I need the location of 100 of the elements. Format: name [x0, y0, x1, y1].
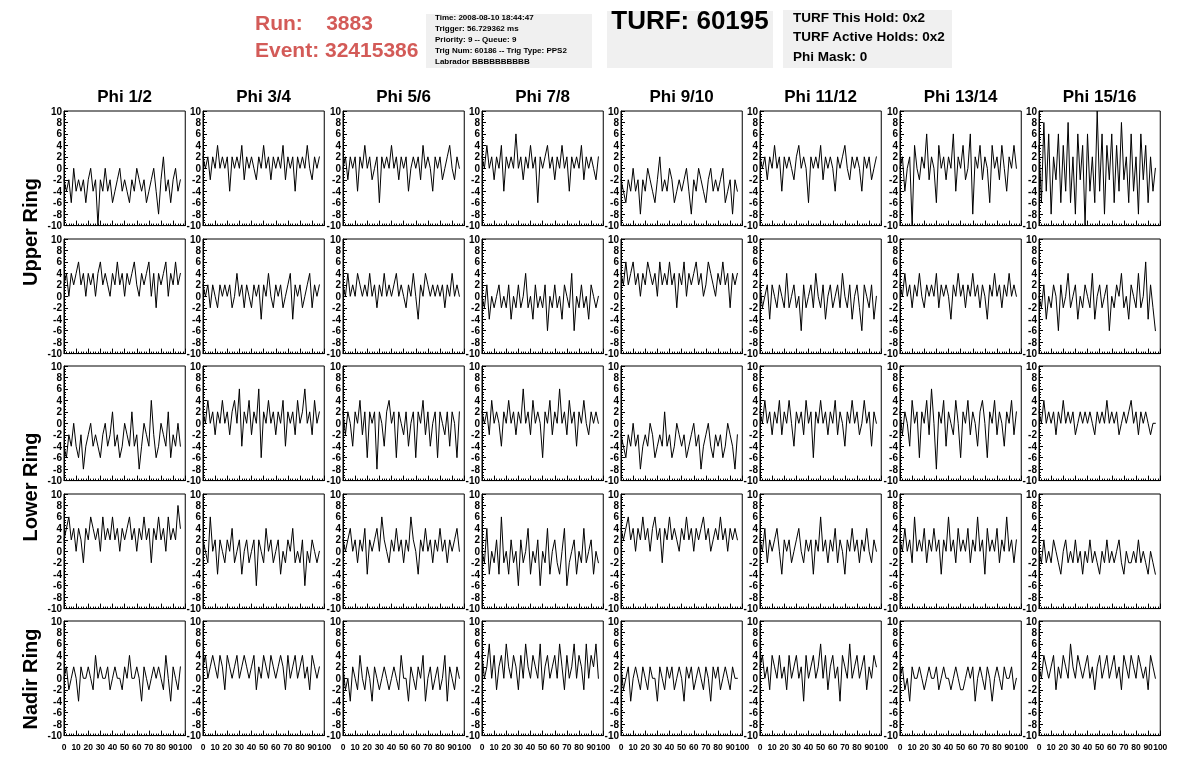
y-tick-label: 2 — [1031, 406, 1038, 418]
y-tick-label: -10 — [186, 475, 202, 487]
y-tick-label: 2 — [752, 534, 759, 546]
y-tick-label: -2 — [331, 684, 341, 696]
y-tick-label: 2 — [334, 151, 341, 163]
y-tick-label: 10 — [190, 488, 202, 500]
y-tick-label: 10 — [50, 615, 63, 627]
x-tick-label: 80 — [1131, 742, 1141, 753]
x-tick-label: 80 — [574, 742, 584, 753]
text: Phi Mask: 0 — [793, 49, 868, 65]
text: Trig Num: 60186 -- Trig Type: PPS2 — [435, 46, 567, 56]
x-tick-label: 80 — [434, 742, 445, 753]
y-tick-label: 8 — [1031, 627, 1038, 639]
y-tick-label: 4 — [334, 522, 341, 534]
y-tick-label: -2 — [749, 301, 759, 313]
y-tick-label: -4 — [610, 568, 620, 580]
y-tick-label: 2 — [195, 151, 202, 163]
y-tick-label: -2 — [749, 557, 759, 569]
x-tick-label: 100 — [178, 742, 193, 753]
x-tick-label: 10 — [210, 742, 221, 753]
y-tick-label: 4 — [195, 267, 202, 279]
y-tick-label: -6 — [888, 197, 898, 209]
y-tick-label: -4 — [749, 696, 759, 708]
y-tick-label: -2 — [888, 174, 898, 186]
y-tick-label: -6 — [331, 197, 341, 209]
x-tick-label: 50 — [537, 742, 548, 753]
y-tick-label: -4 — [53, 185, 63, 197]
y-tick-label: -6 — [331, 579, 341, 591]
y-tick-label: -10 — [743, 602, 759, 614]
y-tick-label: 8 — [474, 627, 481, 639]
y-tick-label: 8 — [891, 116, 898, 128]
y-tick-label: -10 — [465, 220, 481, 232]
y-tick-label: 10 — [1025, 488, 1038, 500]
y-tick-label: 8 — [334, 627, 341, 639]
y-tick-label: 10 — [1025, 615, 1038, 627]
y-tick-label: 6 — [613, 256, 620, 268]
y-tick-label: -6 — [331, 707, 341, 719]
y-tick-label: 0 — [56, 417, 63, 429]
y-tick-label: 4 — [891, 395, 898, 407]
y-tick-label: -8 — [470, 336, 481, 348]
y-tick-label: 8 — [1031, 372, 1038, 384]
text: Trigger: 56.729362 ms — [435, 24, 519, 34]
y-tick-label: 2 — [891, 151, 898, 163]
y-tick-label: 0 — [195, 545, 202, 557]
y-tick-label: 8 — [334, 116, 341, 128]
y-tick-label: 6 — [56, 256, 63, 268]
y-tick-label: -10 — [465, 730, 481, 742]
y-tick-label: 2 — [334, 534, 341, 546]
x-tick-label: 20 — [640, 742, 651, 753]
y-tick-label: -2 — [470, 557, 481, 569]
y-tick-label: 2 — [1031, 278, 1038, 290]
x-tick-label: 50 — [676, 742, 687, 753]
x-tick-label: 30 — [1070, 742, 1081, 753]
y-tick-label: 4 — [474, 395, 481, 407]
y-tick-label: -8 — [1027, 208, 1038, 220]
x-tick-label: 20 — [83, 742, 94, 753]
chart-title: Phi 5/6 — [375, 87, 431, 106]
y-tick-label: 8 — [1031, 244, 1038, 256]
y-tick-label: 4 — [752, 267, 759, 279]
y-tick-label: 4 — [1031, 267, 1038, 279]
y-tick-label: 2 — [56, 534, 63, 546]
y-tick-label: 8 — [474, 244, 481, 256]
x-tick-label: 50 — [398, 742, 409, 753]
y-tick-label: 4 — [195, 522, 202, 534]
y-tick-label: 6 — [752, 638, 759, 650]
x-tick-label: 100 — [317, 742, 332, 753]
y-tick-label: 6 — [474, 128, 481, 140]
y-tick-label: 2 — [752, 661, 759, 673]
y-tick-label: -2 — [749, 429, 759, 441]
y-tick-label: 8 — [195, 499, 202, 511]
y-tick-label: 4 — [613, 139, 620, 151]
y-tick-label: 4 — [752, 522, 759, 534]
x-tick-label: 60 — [828, 742, 838, 753]
x-tick-label: 90 — [307, 742, 318, 753]
y-tick-label: -6 — [53, 324, 63, 336]
y-tick-label: 10 — [329, 360, 341, 372]
x-tick-label: 70 — [979, 742, 990, 753]
y-tick-label: 0 — [474, 290, 481, 302]
y-tick-label: 0 — [334, 545, 341, 557]
y-tick-label: 0 — [891, 417, 898, 429]
y-tick-label: 6 — [474, 383, 481, 395]
y-tick-label: -2 — [53, 429, 63, 441]
y-tick-label: -4 — [888, 696, 898, 708]
y-tick-label: -10 — [604, 602, 620, 614]
y-tick-label: 2 — [195, 406, 202, 418]
y-tick-label: 4 — [195, 650, 202, 662]
x-tick-label: 80 — [991, 742, 1002, 753]
y-tick-label: -8 — [888, 336, 898, 348]
x-tick-label: 40 — [664, 742, 675, 753]
y-tick-label: -6 — [610, 324, 620, 336]
x-tick-label: 40 — [107, 742, 118, 753]
y-tick-label: 0 — [474, 545, 481, 557]
y-tick-label: 10 — [607, 105, 620, 117]
y-tick-label: 8 — [195, 116, 202, 128]
y-tick-label: -10 — [883, 220, 898, 232]
y-tick-label: 6 — [891, 383, 898, 395]
y-tick-label: 8 — [891, 627, 898, 639]
y-tick-label: 2 — [752, 406, 759, 418]
y-tick-label: 4 — [1031, 650, 1038, 662]
y-tick-label: 6 — [474, 511, 481, 523]
